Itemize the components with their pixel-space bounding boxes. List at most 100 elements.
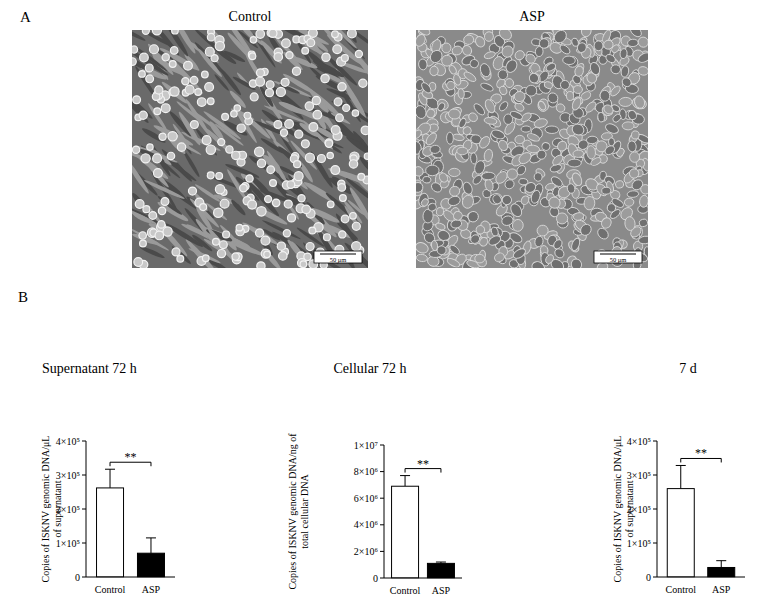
adherent-cell xyxy=(594,41,603,51)
scale-bar-label: 50 μm xyxy=(330,256,347,263)
tick xyxy=(82,577,86,578)
round-cell xyxy=(361,126,368,135)
round-cell xyxy=(202,71,209,78)
adherent-cell xyxy=(580,30,592,38)
adherent-cell xyxy=(615,180,624,189)
adherent-cell xyxy=(416,181,425,195)
adherent-cell xyxy=(528,72,540,84)
round-cell xyxy=(348,30,357,38)
adherent-cell xyxy=(584,100,598,114)
cell-streak xyxy=(277,145,304,169)
round-cell xyxy=(155,86,163,94)
cell-streak xyxy=(226,168,248,201)
round-cell xyxy=(309,123,318,132)
adherent-cell xyxy=(611,113,622,124)
round-cell xyxy=(325,140,332,147)
round-cell xyxy=(312,96,320,104)
round-cell xyxy=(170,87,179,96)
adherent-cell xyxy=(586,136,598,144)
round-cell xyxy=(223,231,230,238)
adherent-cell xyxy=(481,172,495,180)
round-cell xyxy=(338,184,346,192)
adherent-cell xyxy=(633,95,646,110)
adherent-cell xyxy=(512,91,526,105)
adherent-cell xyxy=(418,30,432,37)
tick-label: 3×10⁵ xyxy=(627,470,651,481)
round-cell xyxy=(307,39,315,47)
adherent-cell xyxy=(514,91,526,102)
round-cell xyxy=(277,242,285,250)
round-cell xyxy=(147,144,153,150)
adherent-cell xyxy=(636,35,648,49)
adherent-cell xyxy=(461,44,473,57)
adherent-cell xyxy=(469,233,481,245)
round-cell xyxy=(132,58,136,66)
round-cell xyxy=(281,78,289,86)
adherent-cell xyxy=(567,159,581,167)
round-cell xyxy=(257,159,265,167)
tick-label: 4×10⁵ xyxy=(627,436,651,447)
round-cell xyxy=(163,227,172,236)
significance-label: ** xyxy=(125,450,137,464)
round-cell xyxy=(145,64,153,72)
round-cell xyxy=(300,261,307,268)
micrograph xyxy=(416,30,648,268)
round-cell xyxy=(286,52,293,59)
error-bar xyxy=(680,465,681,488)
cell-streak xyxy=(214,123,244,147)
adherent-cell xyxy=(437,246,446,255)
round-cell xyxy=(190,76,198,84)
adherent-cell xyxy=(446,257,461,268)
image-title: Control xyxy=(229,9,272,24)
round-cell xyxy=(305,153,314,162)
adherent-cell xyxy=(602,103,615,116)
adherent-cell xyxy=(472,102,486,117)
round-cell xyxy=(237,124,245,132)
adherent-cell xyxy=(628,168,640,180)
round-cell xyxy=(182,78,189,85)
error-cap xyxy=(676,465,686,466)
round-cell xyxy=(132,146,139,153)
round-cell xyxy=(172,30,179,34)
adherent-cell xyxy=(537,80,553,96)
scale-bar xyxy=(600,253,636,254)
round-cell xyxy=(359,79,367,87)
round-cell xyxy=(220,241,228,249)
adherent-cell xyxy=(424,131,438,146)
adherent-cell xyxy=(467,111,479,123)
round-cell xyxy=(218,139,225,146)
y-axis xyxy=(657,441,658,577)
adherent-cell xyxy=(562,56,575,65)
tick xyxy=(380,578,384,579)
adherent-cell xyxy=(604,53,616,65)
round-cell xyxy=(207,33,215,41)
adherent-cell xyxy=(458,117,468,129)
cell-streak xyxy=(354,53,368,87)
chart-title: Cellular 72 h xyxy=(333,361,406,376)
tick-label: 1×10⁷ xyxy=(354,440,379,451)
scale-bar xyxy=(320,253,356,254)
adherent-cell xyxy=(441,43,451,54)
round-cell xyxy=(140,240,147,247)
round-cell xyxy=(248,200,257,209)
round-cell xyxy=(250,37,256,43)
round-cell xyxy=(236,224,243,231)
axis-label: total cellular DNA xyxy=(299,474,310,549)
adherent-cell xyxy=(416,254,428,263)
round-cell xyxy=(190,121,198,129)
adherent-cell xyxy=(469,58,480,69)
round-cell xyxy=(139,232,146,239)
round-cell xyxy=(257,262,265,268)
scale-bar-box xyxy=(594,251,642,263)
round-cell xyxy=(321,74,329,82)
adherent-cell xyxy=(497,139,510,153)
adherent-cell xyxy=(571,96,583,111)
adherent-cell xyxy=(452,133,465,141)
adherent-cell xyxy=(438,172,449,184)
cell-streak xyxy=(132,191,151,215)
adherent-cell xyxy=(457,88,464,99)
bar xyxy=(667,489,694,577)
tick xyxy=(82,509,86,510)
adherent-cell xyxy=(513,49,526,62)
cell-streak xyxy=(188,247,221,265)
